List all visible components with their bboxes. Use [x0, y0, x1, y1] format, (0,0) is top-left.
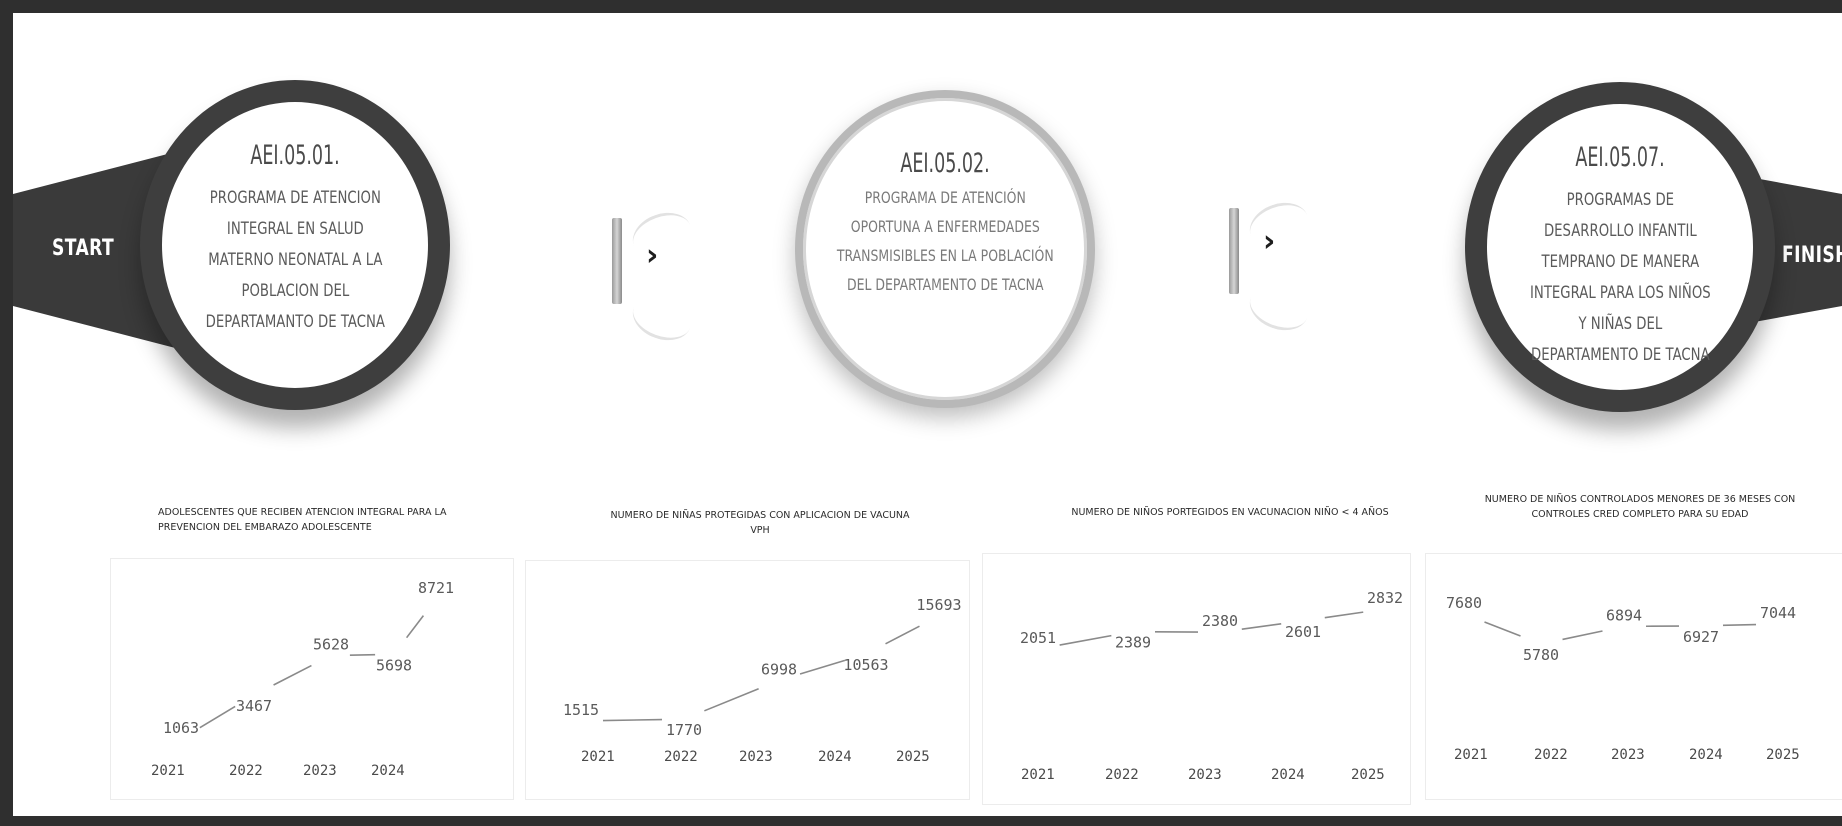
- x-tick-label: 2023: [1188, 767, 1222, 783]
- arrow-bar: [612, 218, 622, 304]
- data-label: 2601: [1285, 623, 1321, 641]
- x-tick-label: 2021: [1454, 747, 1488, 763]
- chevron-right-icon: ›: [646, 238, 659, 273]
- x-tick-label: 2024: [818, 749, 852, 765]
- next-arrow-2: ›: [1227, 190, 1317, 338]
- x-tick-label: 2022: [1105, 767, 1139, 783]
- chart-panel-1: 1063 3467 5628 5698 8721 2021 2022 2023 2024: [110, 558, 514, 800]
- chart-title-2: NUMERO DE NIÑAS PROTEGIDAS CON APLICACIO…: [610, 510, 910, 536]
- finish-label: FINISH: [1782, 243, 1842, 268]
- chart-panel-3: 2051 2389 2380 2601 2832 2021 2022 2023 2024 2025: [982, 553, 1411, 805]
- data-label: 6927: [1683, 628, 1719, 646]
- step-description: PROGRAMA DE ATENCION INTEGRAL EN SALUD M…: [205, 188, 385, 332]
- data-label: 2380: [1202, 612, 1238, 630]
- x-tick-label: 2024: [1271, 767, 1305, 783]
- series-line-segment: [1059, 634, 1112, 646]
- series-line-segment: [885, 625, 920, 645]
- series-line-segment: [1241, 623, 1282, 630]
- data-label: 2389: [1115, 634, 1151, 652]
- x-tick-label: 2023: [303, 763, 337, 779]
- next-arrow-1: ›: [610, 200, 700, 348]
- line-chart: 2051 2389 2380 2601 2832 2021 2022 2023 2024 2025: [1020, 589, 1403, 783]
- arrow-bar: [1229, 208, 1239, 294]
- series-line-segment: [1562, 630, 1603, 641]
- x-tick-label: 2025: [1766, 747, 1800, 763]
- step-code: AEI.05.02.: [900, 148, 990, 179]
- x-tick-label: 2024: [1689, 747, 1723, 763]
- x-tick-label: 2023: [739, 749, 773, 765]
- x-tick-label: 2021: [581, 749, 615, 765]
- data-label: 7044: [1760, 604, 1796, 622]
- step-description: PROGRAMA DE ATENCIÓN OPORTUNA A ENFERMED…: [836, 188, 1054, 294]
- data-label: 5780: [1523, 646, 1559, 664]
- data-label: 1770: [666, 721, 702, 739]
- data-label: 6894: [1606, 606, 1642, 624]
- series-line-segment: [602, 718, 663, 722]
- start-label: START: [52, 236, 115, 261]
- x-tick-label: 2022: [1534, 747, 1568, 763]
- data-label: 8721: [418, 579, 454, 597]
- chart-title-3: NUMERO DE NIÑOS PORTEGIDOS EN VACUNACION…: [1071, 507, 1389, 518]
- x-tick-label: 2022: [229, 763, 263, 779]
- x-tick-label: 2021: [151, 763, 185, 779]
- data-label: 1515: [563, 701, 599, 719]
- series-line-segment: [1722, 623, 1757, 627]
- data-label: 10563: [843, 656, 888, 674]
- line-chart: 7680 5780 6894 6927 7044 2021 2022 2023 2024 2025: [1446, 594, 1800, 763]
- series-line-segment: [405, 615, 425, 639]
- arrow-curve: [626, 205, 698, 266]
- arrow-curve: [1243, 195, 1315, 256]
- series-line-segment: [199, 705, 236, 729]
- series-line-segment: [704, 687, 759, 712]
- series-line-segment: [349, 653, 376, 656]
- data-label: 2832: [1367, 589, 1403, 607]
- data-label: 3467: [236, 697, 272, 715]
- step-circle-2: AEI.05.02. PROGRAMA DE ATENCIÓN OPORTUNA…: [795, 90, 1095, 408]
- series-line-segment: [273, 664, 312, 686]
- data-label: 2051: [1020, 629, 1056, 647]
- data-label: 15693: [916, 596, 961, 614]
- data-label: 5628: [313, 636, 349, 654]
- series-line-segment: [1324, 611, 1364, 619]
- step-code: AEI.05.07.: [1575, 142, 1665, 173]
- data-label: 5698: [376, 656, 412, 674]
- data-label: 1063: [163, 719, 199, 737]
- step-circle-1: AEI.05.01. PROGRAMA DE ATENCION INTEGRAL…: [140, 80, 450, 410]
- data-label: 6998: [761, 660, 797, 678]
- x-tick-label: 2024: [371, 763, 405, 779]
- x-tick-label: 2022: [664, 749, 698, 765]
- chevron-right-icon: ›: [1263, 224, 1276, 259]
- step-description: PROGRAMAS DE DESARROLLO INFANTIL TEMPRAN…: [1529, 190, 1711, 365]
- line-chart: 1063 3467 5628 5698 8721 2021 2022 2023 2024: [151, 579, 454, 779]
- step-circle-3: AEI.05.07. PROGRAMAS DE DESARROLLO INFAN…: [1465, 82, 1775, 412]
- line-chart: 1515 1770 6998 10563 15693 2021 2022 2023 2024 20…: [563, 596, 962, 765]
- chart-panel-2: 1515 1770 6998 10563 15693 2021 2022 2023 2024 20…: [525, 560, 970, 800]
- chart-title-4: NUMERO DE NIÑOS CONTROLADOS MENORES DE 3…: [1484, 494, 1796, 520]
- data-label: 7680: [1446, 594, 1482, 612]
- series-line-segment: [799, 659, 846, 675]
- series-line-segment: [1484, 621, 1521, 637]
- x-tick-label: 2023: [1611, 747, 1645, 763]
- x-tick-label: 2025: [1351, 767, 1385, 783]
- chart-panel-4: 7680 5780 6894 6927 7044 2021 2022 2023 2024 2025: [1425, 553, 1842, 800]
- step-code: AEI.05.01.: [250, 140, 340, 171]
- chart-title-1: ADOLESCENTES QUE RECIBEN ATENCION INTEGR…: [158, 507, 447, 533]
- x-tick-label: 2025: [896, 749, 930, 765]
- x-tick-label: 2021: [1021, 767, 1055, 783]
